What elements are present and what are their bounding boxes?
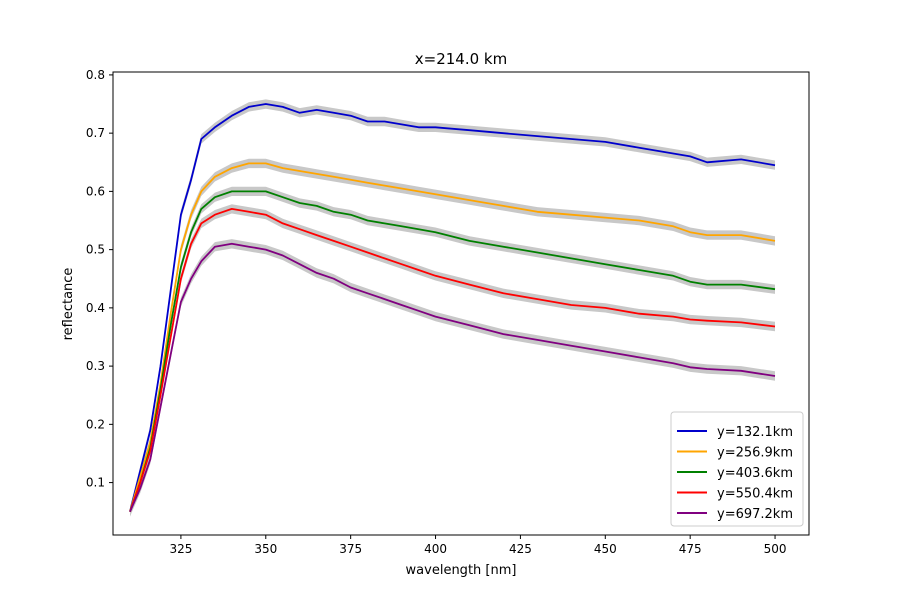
y-tick-label: 0.2 xyxy=(86,417,105,431)
y-tick-label: 0.8 xyxy=(86,68,105,82)
series-line-3 xyxy=(129,190,776,512)
uncertainty-band-3 xyxy=(130,186,775,517)
series-line-4 xyxy=(129,207,776,512)
chart-title: x=214.0 km xyxy=(415,50,507,68)
legend-label-4: y=550.4km xyxy=(717,487,793,502)
series-lines xyxy=(129,103,776,513)
x-axis-label: wavelength [nm] xyxy=(406,563,517,578)
legend-label-3: y=403.6km xyxy=(717,466,793,481)
x-axis-ticks: 325 350 375 400 425 450 475 500 xyxy=(169,535,787,556)
y-axis-label: reflectance xyxy=(61,268,76,341)
x-tick-label: 375 xyxy=(339,542,362,556)
x-tick-label: 475 xyxy=(679,542,702,556)
y-tick-label: 0.4 xyxy=(86,301,105,315)
y-tick-label: 0.3 xyxy=(86,359,105,373)
y-axis-ticks: 0.1 0.2 0.3 0.4 0.5 0.6 0.7 0.8 xyxy=(86,68,113,490)
x-tick-label: 425 xyxy=(509,542,532,556)
legend: y=132.1km y=256.9km y=403.6km y=550.4km y=69… xyxy=(670,411,804,527)
x-tick-label: 500 xyxy=(764,542,787,556)
legend-label-5: y=697.2km xyxy=(717,507,793,522)
y-tick-label: 0.5 xyxy=(86,243,105,257)
legend-box xyxy=(670,411,804,527)
x-tick-label: 350 xyxy=(254,542,277,556)
y-tick-label: 0.6 xyxy=(86,184,105,198)
series-line-5 xyxy=(129,242,776,513)
legend-label-2: y=256.9km xyxy=(717,446,793,461)
y-tick-label: 0.7 xyxy=(86,126,105,140)
x-tick-label: 325 xyxy=(169,542,192,556)
x-tick-label: 400 xyxy=(424,542,447,556)
series-line-2 xyxy=(129,162,776,512)
y-tick-label: 0.1 xyxy=(86,476,105,490)
plot-area-frame xyxy=(112,71,810,536)
legend-label-1: y=132.1km xyxy=(717,425,793,440)
x-tick-label: 450 xyxy=(594,542,617,556)
series-line-1 xyxy=(129,103,776,512)
